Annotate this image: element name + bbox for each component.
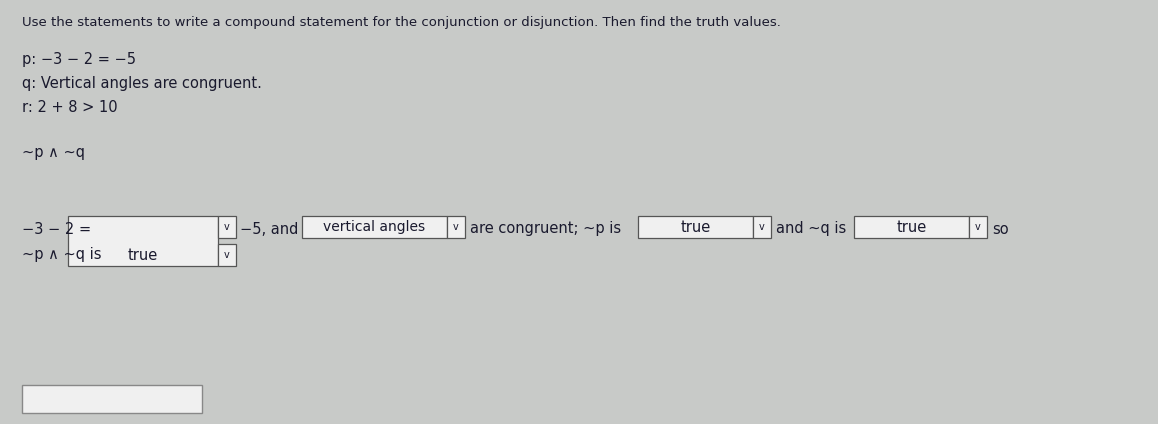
FancyBboxPatch shape [22, 385, 201, 413]
Text: ∼p ∧ ∼q is: ∼p ∧ ∼q is [22, 248, 102, 262]
Text: r: 2 + 8 > 10: r: 2 + 8 > 10 [22, 100, 118, 115]
Text: v: v [225, 222, 230, 232]
Text: −3 − 2: −3 − 2 [22, 221, 74, 237]
Text: p: −3 − 2 = −5: p: −3 − 2 = −5 [22, 52, 135, 67]
FancyBboxPatch shape [969, 216, 987, 238]
Text: true: true [681, 220, 711, 234]
FancyBboxPatch shape [68, 216, 218, 266]
FancyBboxPatch shape [218, 244, 236, 266]
FancyBboxPatch shape [853, 216, 969, 238]
Text: v: v [225, 250, 230, 260]
Text: v: v [453, 222, 459, 232]
Text: are congruent; ∼p is: are congruent; ∼p is [470, 221, 621, 237]
Text: v: v [975, 222, 981, 232]
Text: q: Vertical angles are congruent.: q: Vertical angles are congruent. [22, 76, 262, 91]
Text: true: true [127, 248, 159, 262]
Text: and ∼q is: and ∼q is [776, 221, 846, 237]
FancyBboxPatch shape [302, 216, 447, 238]
Text: Use the statements to write a compound statement for the conjunction or disjunct: Use the statements to write a compound s… [22, 16, 780, 29]
Text: true: true [896, 220, 926, 234]
Text: =: = [78, 221, 90, 237]
Text: ∼p ∧ ∼q: ∼p ∧ ∼q [22, 145, 85, 160]
Text: −5, and: −5, and [240, 221, 299, 237]
FancyBboxPatch shape [753, 216, 771, 238]
Text: so: so [992, 221, 1009, 237]
FancyBboxPatch shape [218, 216, 236, 238]
FancyBboxPatch shape [638, 216, 753, 238]
FancyBboxPatch shape [447, 216, 466, 238]
Text: vertical angles: vertical angles [323, 220, 425, 234]
Text: v: v [760, 222, 765, 232]
